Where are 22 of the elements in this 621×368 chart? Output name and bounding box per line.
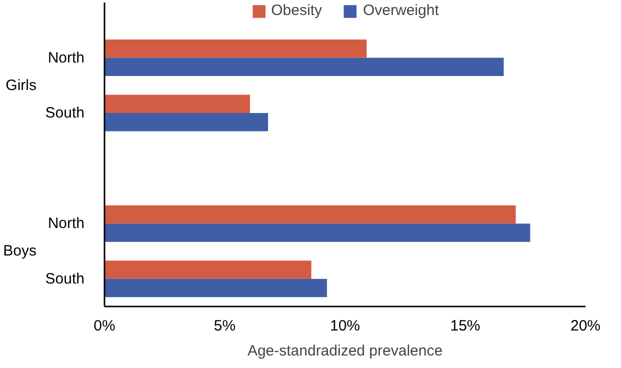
text: Boys <box>3 242 37 260</box>
legend-label: Obesity <box>271 2 322 19</box>
x-tick-label: 0% <box>94 318 116 334</box>
bar <box>104 40 367 58</box>
y-tick-label: South <box>45 104 85 122</box>
bar <box>104 278 327 298</box>
bar <box>104 94 250 114</box>
y-tick-label: North <box>48 49 85 66</box>
x-axis-title: Age-standradized prevalence <box>247 342 443 360</box>
x-tick-label: 10% <box>330 318 360 334</box>
bar <box>104 260 312 279</box>
bar <box>104 58 504 76</box>
x-tick-label: 5% <box>214 318 236 334</box>
x-tick-label: 20% <box>570 318 601 334</box>
x-tick-label: 15% <box>450 318 480 334</box>
bar <box>104 113 268 132</box>
y-tick-label: South <box>45 270 85 288</box>
text: Girls <box>6 76 36 94</box>
bar <box>104 224 530 242</box>
legend-label: Overweight <box>362 2 439 19</box>
bar <box>104 205 516 224</box>
y-tick-label: North <box>48 215 85 232</box>
